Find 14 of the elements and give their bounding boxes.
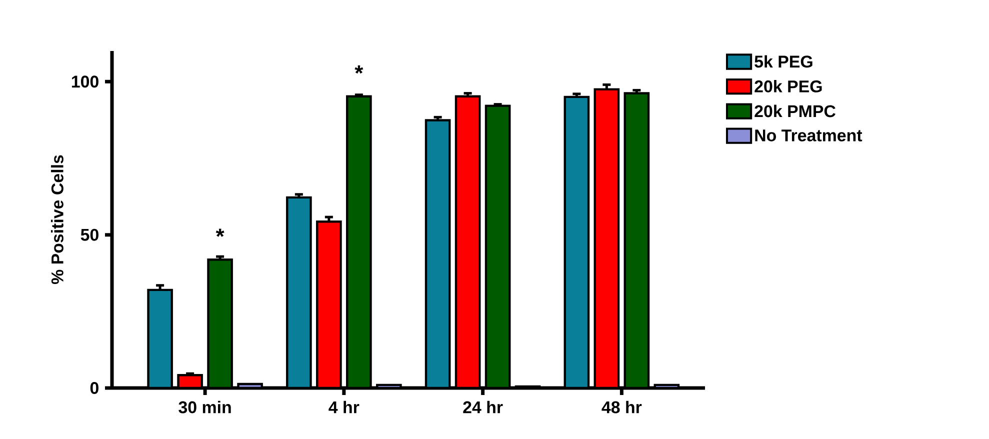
legend-label: 20k PMPC	[754, 104, 836, 118]
legend-label: 20k PEG	[754, 80, 822, 92]
annotation: *	[354, 65, 364, 74]
x-tick-label: 24 hr	[463, 400, 503, 414]
x-tick-label: 48 hr	[602, 400, 642, 414]
y-tick-label: 100	[72, 76, 98, 88]
annotation: *	[216, 228, 224, 237]
x-tick-label: 4 hr	[328, 400, 360, 414]
legend-label: 5k PEG	[754, 55, 812, 68]
legend-label: No Treatment	[755, 130, 862, 142]
y-axis-title: % Positive Cells	[50, 155, 64, 284]
y-tick-label: 0	[90, 382, 98, 394]
x-tick-label: 30 min	[178, 400, 231, 414]
y-tick-label: 50	[80, 228, 98, 241]
